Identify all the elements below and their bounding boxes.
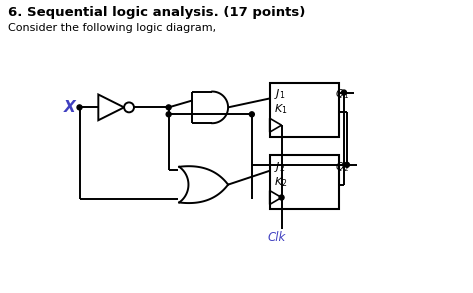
Circle shape [344,162,350,167]
Text: Clk: Clk [268,231,286,244]
Text: 6. Sequential logic analysis. (17 points): 6. Sequential logic analysis. (17 points… [8,6,306,19]
Circle shape [166,105,171,110]
Text: $J_2$: $J_2$ [274,160,285,174]
Text: $Q_1$: $Q_1$ [335,88,349,101]
Text: $Q_2$: $Q_2$ [335,160,349,174]
Text: $K_2$: $K_2$ [274,175,287,189]
Circle shape [77,105,82,110]
Circle shape [249,112,254,117]
Circle shape [166,112,171,117]
Circle shape [279,195,284,200]
Bar [270,155,339,209]
Circle shape [342,90,346,95]
Bar [270,83,339,137]
Text: $J_1$: $J_1$ [274,88,285,101]
Text: $K_1$: $K_1$ [274,103,287,116]
Text: X: X [64,100,76,115]
Text: Consider the following logic diagram,: Consider the following logic diagram, [8,23,216,33]
